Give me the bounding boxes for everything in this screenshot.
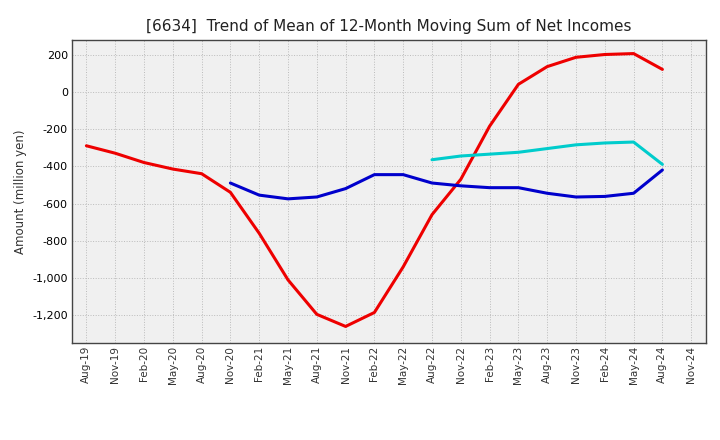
3 Years	[600, 52, 609, 57]
5 Years	[226, 180, 235, 186]
5 Years	[600, 194, 609, 199]
5 Years	[572, 194, 580, 200]
Line: 5 Years: 5 Years	[230, 170, 662, 199]
7 Years	[543, 146, 552, 151]
5 Years	[255, 192, 264, 198]
3 Years	[284, 277, 292, 282]
3 Years	[111, 150, 120, 156]
3 Years	[312, 312, 321, 317]
3 Years	[82, 143, 91, 148]
7 Years	[514, 150, 523, 155]
3 Years	[197, 171, 206, 176]
Y-axis label: Amount (million yen): Amount (million yen)	[14, 129, 27, 253]
7 Years	[428, 157, 436, 162]
3 Years	[341, 324, 350, 329]
5 Years	[514, 185, 523, 191]
3 Years	[543, 64, 552, 69]
5 Years	[629, 191, 638, 196]
Title: [6634]  Trend of Mean of 12-Month Moving Sum of Net Incomes: [6634] Trend of Mean of 12-Month Moving …	[146, 19, 631, 34]
3 Years	[168, 166, 177, 172]
5 Years	[399, 172, 408, 177]
7 Years	[629, 139, 638, 145]
5 Years	[456, 183, 465, 188]
Line: 7 Years: 7 Years	[432, 142, 662, 165]
3 Years	[629, 51, 638, 56]
3 Years	[428, 212, 436, 217]
7 Years	[600, 140, 609, 146]
3 Years	[456, 176, 465, 182]
5 Years	[370, 172, 379, 177]
3 Years	[485, 124, 494, 129]
Line: 3 Years: 3 Years	[86, 54, 662, 326]
5 Years	[428, 180, 436, 186]
3 Years	[226, 190, 235, 195]
7 Years	[572, 142, 580, 147]
5 Years	[485, 185, 494, 191]
5 Years	[312, 194, 321, 200]
3 Years	[514, 82, 523, 87]
7 Years	[485, 151, 494, 157]
7 Years	[658, 162, 667, 167]
3 Years	[658, 67, 667, 72]
5 Years	[284, 196, 292, 202]
3 Years	[572, 55, 580, 60]
3 Years	[140, 160, 148, 165]
3 Years	[399, 264, 408, 269]
7 Years	[456, 154, 465, 159]
5 Years	[341, 186, 350, 191]
3 Years	[255, 231, 264, 236]
5 Years	[543, 191, 552, 196]
3 Years	[370, 310, 379, 315]
5 Years	[658, 167, 667, 172]
